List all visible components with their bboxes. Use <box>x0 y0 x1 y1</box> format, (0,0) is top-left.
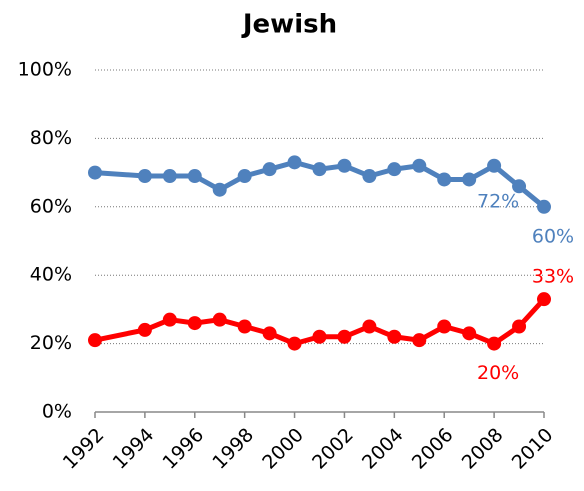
point <box>512 319 527 334</box>
point <box>137 169 152 184</box>
point <box>88 333 102 348</box>
point <box>137 322 152 337</box>
point <box>387 162 402 177</box>
data-label: 60% <box>532 225 574 247</box>
point <box>387 329 402 344</box>
data-label: 72% <box>477 190 519 212</box>
point <box>262 162 277 177</box>
point <box>412 158 427 173</box>
point <box>187 169 202 184</box>
x-tick-label: 2004 <box>358 424 408 474</box>
x-tick-label: 2000 <box>258 424 308 474</box>
y-tick-label: 60% <box>30 195 72 217</box>
point <box>437 319 452 334</box>
y-tick-label: 80% <box>30 127 72 149</box>
x-tick-label: 2006 <box>408 424 458 474</box>
x-tick-label: 1998 <box>208 424 258 474</box>
point <box>362 319 377 334</box>
point <box>362 169 377 184</box>
point <box>287 155 302 170</box>
point <box>262 326 277 341</box>
point <box>162 169 177 184</box>
data-label: 33% <box>532 266 574 288</box>
point <box>287 336 302 351</box>
point <box>337 329 352 344</box>
x-tick-label: 1992 <box>59 424 109 474</box>
point <box>237 169 252 184</box>
point <box>462 172 477 187</box>
point <box>437 172 452 187</box>
point <box>462 326 477 341</box>
y-tick-label: 20% <box>30 332 72 354</box>
x-tick-label: 2002 <box>308 424 358 474</box>
x-tick-label: 2008 <box>458 424 508 474</box>
x-tick-label: 2010 <box>508 424 558 474</box>
point <box>337 158 352 173</box>
y-tick-label: 100% <box>18 59 72 81</box>
point <box>237 319 252 334</box>
y-tick-label: 40% <box>30 264 72 286</box>
point <box>187 316 202 331</box>
point <box>212 182 227 197</box>
point <box>312 162 327 177</box>
point <box>88 165 102 180</box>
x-tick-label: 1994 <box>109 424 159 474</box>
point <box>487 336 502 351</box>
point <box>512 179 527 194</box>
data-label: 20% <box>477 362 519 384</box>
y-tick-label: 0% <box>42 401 72 423</box>
chart-title: Jewish <box>241 10 337 40</box>
point <box>162 312 177 327</box>
point <box>537 199 551 214</box>
point <box>212 312 227 327</box>
x-tick-label: 1996 <box>158 424 208 474</box>
point <box>312 329 327 344</box>
point <box>412 333 427 348</box>
point <box>487 158 502 173</box>
point <box>537 292 551 307</box>
